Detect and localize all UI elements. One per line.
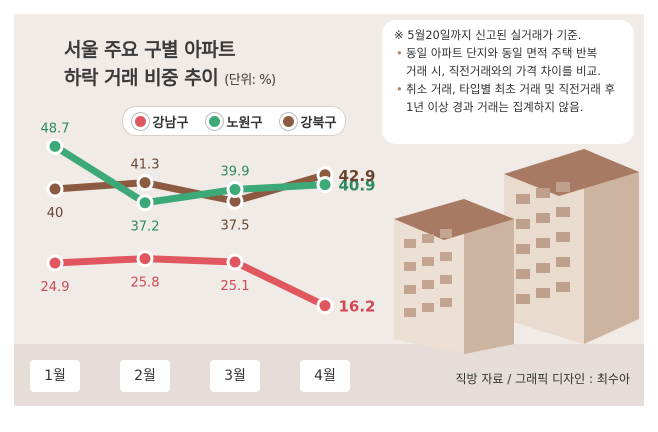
data-label: 39.9: [221, 165, 250, 180]
data-label: 25.1: [221, 279, 250, 294]
line-chart-plot: 24.9 25.8 25.1 16.2 48.7 37.2 39.9 40.9 40 41.3 37…: [41, 121, 376, 316]
title-line-1: 서울 주요 구별 아파트: [64, 39, 236, 61]
data-point: [136, 194, 154, 212]
note-line: 1년 이상 경과 거래는 집계하지 않음.: [406, 100, 584, 114]
data-point: [226, 181, 244, 198]
data-point: [46, 254, 64, 272]
legend-item: 노원구: [205, 112, 263, 131]
legend-item: 강북구: [279, 112, 337, 131]
legend-item: 강남구: [131, 112, 189, 131]
x-tick-label: 1월: [30, 360, 80, 392]
legend-label: 노원구: [226, 115, 263, 131]
legend-marker: [131, 112, 149, 130]
data-point: [226, 253, 244, 271]
legend: 강남구 노원구 강북구: [122, 106, 346, 136]
note-line: 거래 시, 직전거래와의 가격 차이를 비교.: [406, 64, 601, 78]
legend-label: 강북구: [300, 115, 337, 131]
data-label: 40: [47, 206, 64, 221]
data-label: 48.7: [41, 121, 70, 136]
data-label: 41.3: [131, 158, 160, 173]
note-line: 동일 아파트 단지와 동일 면적 주택 반복: [394, 44, 624, 62]
data-point: [136, 174, 154, 192]
legend-marker: [279, 112, 297, 130]
data-point: [316, 176, 334, 194]
data-label: 37.2: [131, 220, 160, 235]
note-box: ※ 5월20일까지 신고된 실거래가 기준. 동일 아파트 단지와 동일 면적 …: [382, 20, 634, 144]
data-label: 16.2: [338, 298, 375, 316]
data-point: [46, 137, 64, 155]
data-label: 25.8: [131, 276, 160, 291]
note-line: ※ 5월20일까지 신고된 실거래가 기준.: [394, 28, 582, 42]
infographic-card: 서울 주요 구별 아파트 하락 거래 비중 추이 (단위: %) ※ 5월20일까…: [14, 14, 644, 406]
title-line-2: 하락 거래 비중 추이: [64, 67, 219, 89]
series-line: [54, 255, 327, 309]
x-tick-label: 4월: [300, 360, 350, 392]
legend-label: 강남구: [152, 115, 189, 131]
data-label: 40.9: [338, 177, 375, 195]
unit-label: (단위: %): [224, 73, 276, 88]
chart-title: 서울 주요 구별 아파트 하락 거래 비중 추이 (단위: %): [64, 36, 276, 95]
apartment-buildings-illustration: [394, 149, 639, 354]
legend-marker: [205, 112, 223, 130]
data-point: [46, 180, 64, 198]
data-point: [316, 297, 334, 315]
x-tick-label: 2월: [120, 360, 170, 392]
x-tick-label: 3월: [210, 360, 260, 392]
data-point: [136, 250, 154, 268]
note-line: 취소 거래, 타입별 최초 거래 및 직전거래 후: [394, 80, 624, 98]
data-label: 24.9: [41, 280, 70, 295]
data-label: 37.5: [221, 218, 250, 233]
source-credit: 직방 자료 / 그래픽 디자인 : 최수아: [455, 372, 631, 386]
data-label: 42.9: [338, 167, 375, 185]
series-line: [53, 143, 326, 207]
